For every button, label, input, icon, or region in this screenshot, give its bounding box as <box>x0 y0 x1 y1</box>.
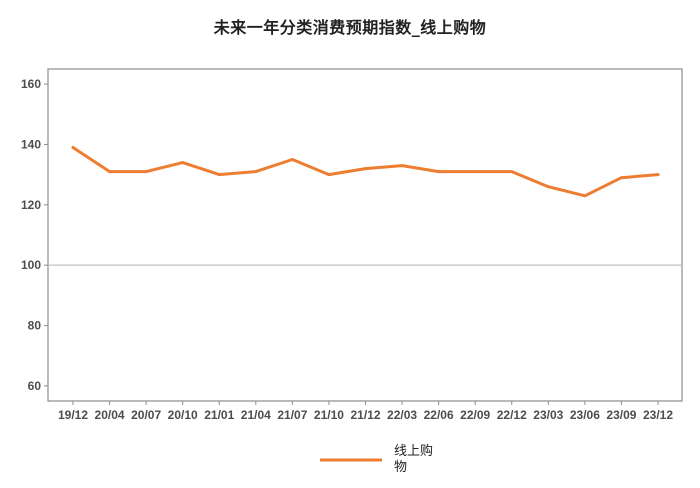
y-axis-ticks: 60 80 100 120 140 160 <box>21 77 48 393</box>
data-point <box>364 167 367 171</box>
x-tick-label: 21/10 <box>314 408 344 422</box>
x-tick-label: 22/03 <box>387 408 417 422</box>
data-point <box>583 194 587 198</box>
x-tick-label: 22/06 <box>424 408 454 422</box>
x-tick-label: 21/01 <box>204 408 234 422</box>
data-point <box>546 185 550 189</box>
y-tick-label: 160 <box>21 77 41 91</box>
data-point <box>510 170 514 174</box>
y-tick-label: 100 <box>21 258 41 272</box>
x-tick-label: 23/06 <box>570 408 600 422</box>
data-point <box>217 173 221 177</box>
legend-label: 线上购物 <box>394 444 434 475</box>
series-line-online-shopping <box>71 146 660 198</box>
data-point <box>656 173 660 177</box>
x-tick-label: 23/12 <box>643 408 673 422</box>
x-tick-label: 21/12 <box>350 408 380 422</box>
x-tick-label: 19/12 <box>58 408 88 422</box>
x-tick-label: 22/12 <box>497 408 527 422</box>
chart-title: 未来一年分类消费预期指数_线上购物 <box>213 18 487 37</box>
data-point <box>181 161 185 165</box>
y-tick-label: 60 <box>28 379 42 393</box>
x-tick-label: 20/10 <box>168 408 198 422</box>
x-tick-label: 23/03 <box>533 408 563 422</box>
x-axis-ticks: 19/12 20/04 20/07 20/10 21/01 21/04 21/07 21/10… <box>58 401 673 422</box>
x-tick-label: 21/04 <box>241 408 271 422</box>
data-point <box>71 145 75 149</box>
data-point <box>327 173 331 177</box>
data-point <box>619 176 623 180</box>
data-point <box>437 170 441 174</box>
data-point <box>108 170 112 174</box>
data-points <box>71 145 660 198</box>
x-tick-label: 21/07 <box>277 408 307 422</box>
data-point <box>473 170 477 174</box>
data-point <box>400 164 404 168</box>
data-point <box>144 170 148 174</box>
x-tick-label: 23/09 <box>606 408 636 422</box>
y-tick-label: 120 <box>21 198 41 212</box>
y-tick-label: 140 <box>21 137 41 151</box>
x-tick-label: 20/04 <box>95 408 125 422</box>
x-tick-label: 22/09 <box>460 408 490 422</box>
x-tick-label: 20/07 <box>131 408 161 422</box>
data-point <box>254 170 258 174</box>
plot-area-frame <box>47 68 683 402</box>
data-point <box>290 158 294 162</box>
y-tick-label: 80 <box>28 319 42 333</box>
